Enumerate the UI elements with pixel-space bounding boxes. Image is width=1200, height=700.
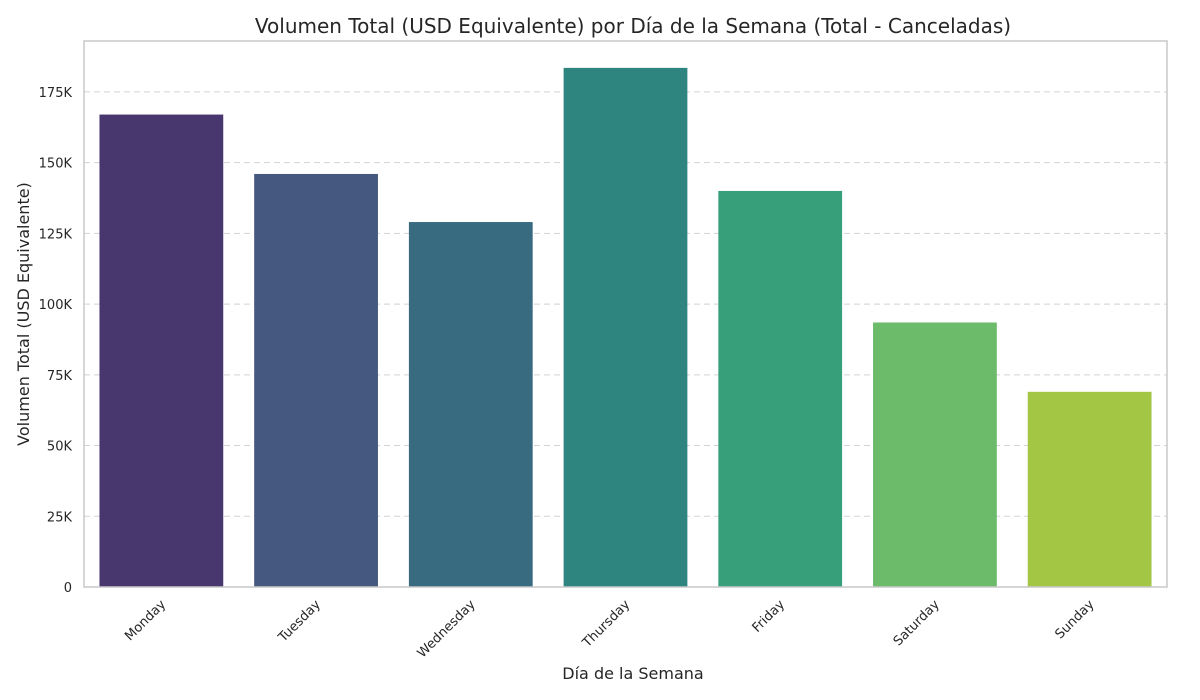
y-tick-label: 125K bbox=[39, 227, 73, 242]
bar-monday bbox=[99, 114, 224, 587]
y-axis-ticks: 0 25K 50K 75K 100K 125K 150K 175K bbox=[39, 86, 73, 596]
x-tick-label: Wednesday bbox=[415, 597, 479, 661]
y-tick-label: 25K bbox=[47, 510, 73, 525]
y-axis-label: Volumen Total (USD Equivalente) bbox=[14, 182, 33, 446]
plot-frame bbox=[83, 40, 1168, 588]
y-tick-label: 0 bbox=[64, 581, 72, 596]
y-tick-label: 100K bbox=[39, 298, 73, 313]
x-tick-label: Thursday bbox=[579, 597, 633, 651]
x-tick-label: Saturday bbox=[891, 597, 943, 649]
y-tick-label: 50K bbox=[47, 440, 73, 455]
x-axis-label: Día de la Semana bbox=[562, 664, 703, 683]
bar-sunday bbox=[1027, 391, 1152, 587]
bar-saturday bbox=[873, 322, 997, 587]
chart-title: Volumen Total (USD Equivalente) por Día … bbox=[255, 14, 1011, 38]
bar-tuesday bbox=[254, 173, 378, 587]
x-tick-label: Tuesday bbox=[275, 597, 324, 646]
bar-thursday bbox=[563, 67, 688, 587]
y-tick-label: 150K bbox=[39, 157, 73, 172]
x-tick-label: Monday bbox=[122, 597, 169, 644]
x-tick-label: Friday bbox=[750, 597, 789, 636]
y-tick-label: 175K bbox=[39, 86, 73, 101]
bars bbox=[99, 67, 1152, 588]
y-tick-label: 75K bbox=[47, 369, 73, 384]
x-tick-label: Sunday bbox=[1052, 597, 1097, 642]
bar-wednesday bbox=[408, 222, 533, 587]
bar-friday bbox=[718, 190, 843, 588]
x-axis-ticks: Monday Tuesday Wednesday Thursday Friday Satu… bbox=[122, 597, 1097, 661]
